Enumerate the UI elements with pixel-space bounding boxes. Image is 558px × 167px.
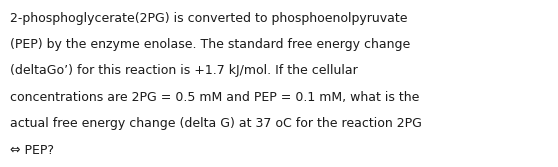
- Text: 2-phosphoglycerate(2PG) is converted to phosphoenolpyruvate: 2-phosphoglycerate(2PG) is converted to …: [10, 12, 407, 25]
- Text: ⇔ PEP?: ⇔ PEP?: [10, 144, 54, 157]
- Text: concentrations are 2PG = 0.5 mM and PEP = 0.1 mM, what is the: concentrations are 2PG = 0.5 mM and PEP …: [10, 91, 420, 104]
- Text: (deltaGo’) for this reaction is +1.7 kJ/mol. If the cellular: (deltaGo’) for this reaction is +1.7 kJ/…: [10, 64, 358, 77]
- Text: actual free energy change (delta G) at 37 oC for the reaction 2PG: actual free energy change (delta G) at 3…: [10, 117, 422, 130]
- Text: (PEP) by the enzyme enolase. The standard free energy change: (PEP) by the enzyme enolase. The standar…: [10, 38, 410, 51]
